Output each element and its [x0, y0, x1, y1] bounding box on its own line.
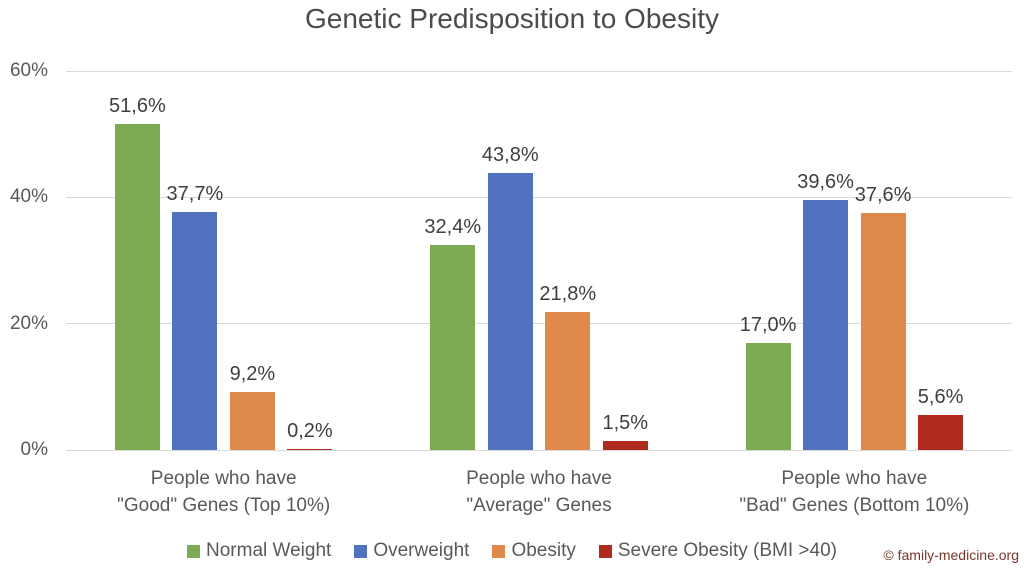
bar — [430, 245, 476, 450]
legend-label: Normal Weight — [206, 540, 332, 561]
plot-area: 51,6% 32,4% 17,0% 37,7% 43,8% 39,6% 9,2% 21,8% 3… — [66, 70, 1012, 516]
legend-item: Overweight — [354, 540, 469, 562]
copyright-text: © family-medicine.org — [883, 547, 1019, 563]
bar — [172, 211, 218, 450]
bar — [860, 212, 906, 450]
bar-value-label: 37,7% — [166, 182, 224, 205]
legend-label: Obesity — [511, 540, 576, 561]
bar — [545, 312, 591, 450]
y-axis-tick-label: 40% — [9, 186, 48, 208]
chart-title: Genetic Predisposition to Obesity — [305, 3, 719, 34]
bar-value-label: 9,2% — [229, 362, 276, 385]
bar — [918, 414, 964, 450]
gridline — [66, 449, 1012, 451]
legend-label: Severe Obesity (BMI >40) — [617, 540, 837, 561]
y-axis-tick-label: 60% — [9, 60, 48, 81]
legend-swatch — [187, 544, 201, 558]
bar-value-label: 37,6% — [854, 183, 912, 206]
gridline — [66, 70, 1012, 72]
bar-value-label: 51,6% — [109, 95, 166, 118]
bar — [602, 440, 648, 450]
bar — [745, 342, 791, 450]
y-axis: 0% 20% 40% 60% — [0, 60, 48, 460]
legend-swatch — [598, 544, 612, 558]
bar — [229, 391, 275, 450]
bar-value-label: 39,6% — [797, 170, 854, 193]
gridline — [66, 323, 1012, 325]
bar — [803, 199, 849, 450]
bar-value-label: 5,6% — [917, 385, 964, 408]
legend-item: Obesity — [492, 540, 576, 562]
legend-item: Severe Obesity (BMI >40) — [598, 540, 837, 562]
bar-value-label: 21,8% — [539, 283, 597, 306]
y-axis-tick-label: 0% — [20, 439, 48, 460]
legend-swatch — [492, 544, 506, 558]
bar-value-label: 43,8% — [481, 144, 539, 167]
bar-value-label: 0,2% — [287, 419, 333, 442]
legend-swatch — [354, 544, 368, 558]
legend-label: Overweight — [373, 540, 470, 561]
category-label: People who have "Average" Genes — [466, 468, 612, 516]
bar — [114, 124, 160, 450]
category-label: People who have "Good" Genes (Top 10%) — [117, 468, 331, 516]
bar-value-label: 17,0% — [739, 313, 797, 336]
category-label: People who have "Bad" Genes (Bottom 10%) — [739, 468, 970, 516]
bar-value-label: 32,4% — [424, 216, 482, 239]
bar — [487, 173, 533, 450]
y-axis-tick-label: 20% — [9, 312, 48, 334]
legend: Normal Weight Overweight Obesity Severe Obe… — [0, 540, 1024, 562]
legend-item: Normal Weight — [187, 540, 331, 562]
gridline — [66, 196, 1012, 198]
bar-value-label: 1,5% — [602, 411, 649, 434]
bar — [287, 448, 333, 450]
